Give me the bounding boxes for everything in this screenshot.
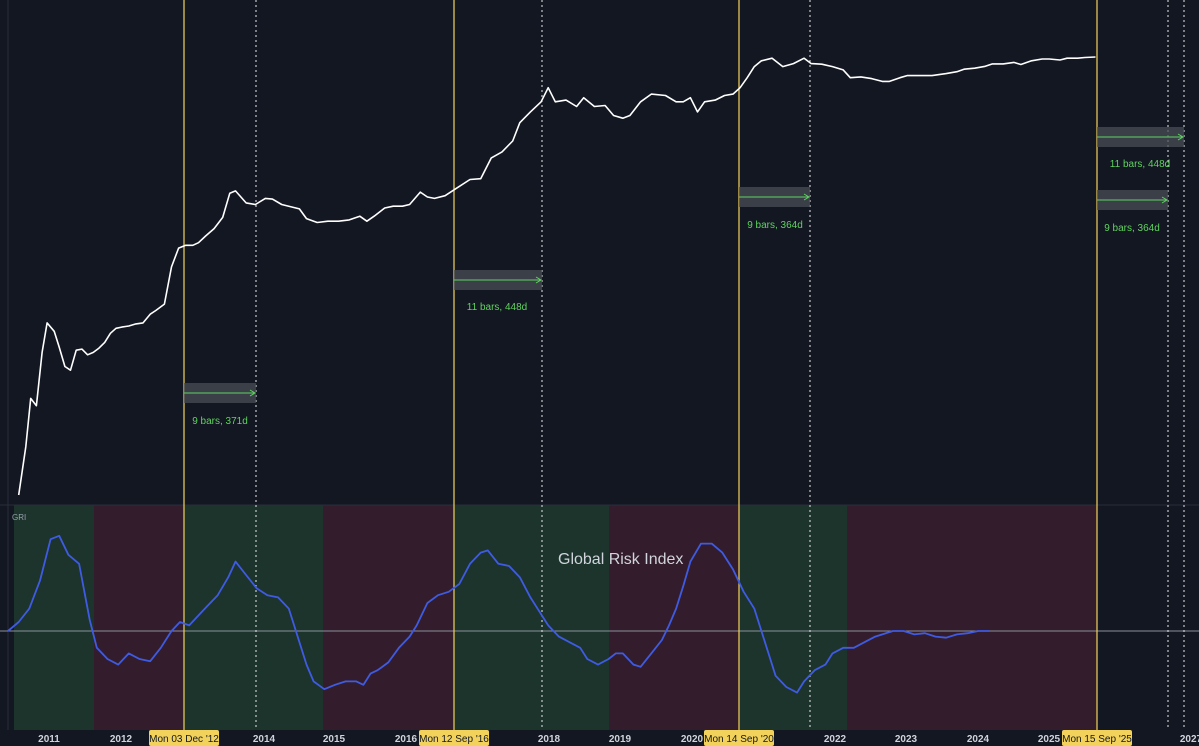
x-axis-year-label: 2022 [824, 734, 847, 745]
risk-off-band [609, 505, 739, 730]
indicator-title: Global Risk Index [558, 551, 683, 568]
annotation-label: 9 bars, 364d [747, 220, 803, 231]
x-axis-year-label: 2027 [1180, 734, 1199, 745]
cycle-date-label: Mon 03 Dec '12 [149, 734, 219, 745]
cycle-date-badge [704, 730, 774, 746]
x-axis-year-label: 2025 [1038, 734, 1061, 745]
x-axis-year-label: 2015 [323, 734, 346, 745]
cycle-date-badge [1062, 730, 1132, 746]
arrow-head-icon [535, 276, 542, 284]
x-axis-year-label: 2012 [110, 734, 133, 745]
arrow-head-icon [1161, 196, 1168, 204]
cycle-markers [183, 0, 1185, 730]
indicator-tag: GRI [12, 513, 26, 522]
cycle-date-badge [149, 730, 219, 746]
risk-on-band [454, 505, 609, 730]
risk-on-band [739, 505, 847, 730]
risk-off-band [94, 505, 184, 730]
x-axis-bar [0, 730, 1199, 746]
annotation-label: 9 bars, 364d [1104, 223, 1160, 234]
cycle-annotations: 9 bars, 371d 11 bars, 448d 9 bars, 364d 11 … [184, 127, 1184, 427]
annotation-label: 11 bars, 448d [1110, 159, 1170, 170]
annotation-label: 9 bars, 371d [192, 416, 248, 427]
x-axis-year-label: 2014 [253, 734, 276, 745]
risk-off-band [847, 505, 1097, 730]
risk-on-band [14, 505, 94, 730]
regime-bands [14, 505, 1097, 730]
x-axis-year-label: 2024 [967, 734, 990, 745]
x-axis-year-label: 2020 [681, 734, 704, 745]
x-axis-year-label: 2019 [609, 734, 632, 745]
cycle-date-label: Mon 15 Sep '25 [1062, 734, 1132, 745]
x-axis-year-label: 2018 [538, 734, 561, 745]
price-series-line [17, 56, 1096, 496]
risk-on-band [184, 505, 323, 730]
arrow-head-icon [249, 389, 256, 397]
x-axis: 2011 2012 2014 2015 2016 2018 2019 2020 2022 2023… [38, 730, 1199, 746]
arrow-head-icon [1177, 133, 1184, 141]
risk-off-band [323, 505, 454, 730]
x-axis-year-label: 2011 [38, 734, 60, 745]
cycle-date-badge [419, 730, 489, 746]
cycle-date-label: Mon 14 Sep '20 [704, 734, 774, 745]
arrow-head-icon [803, 193, 810, 201]
x-axis-year-label: 2016 [395, 734, 418, 745]
risk-index-line [7, 534, 989, 694]
cycle-date-label: Mon 12 Sep '16 [419, 734, 489, 745]
x-axis-year-label: 2023 [895, 734, 918, 745]
annotation-label: 11 bars, 448d [467, 302, 527, 313]
